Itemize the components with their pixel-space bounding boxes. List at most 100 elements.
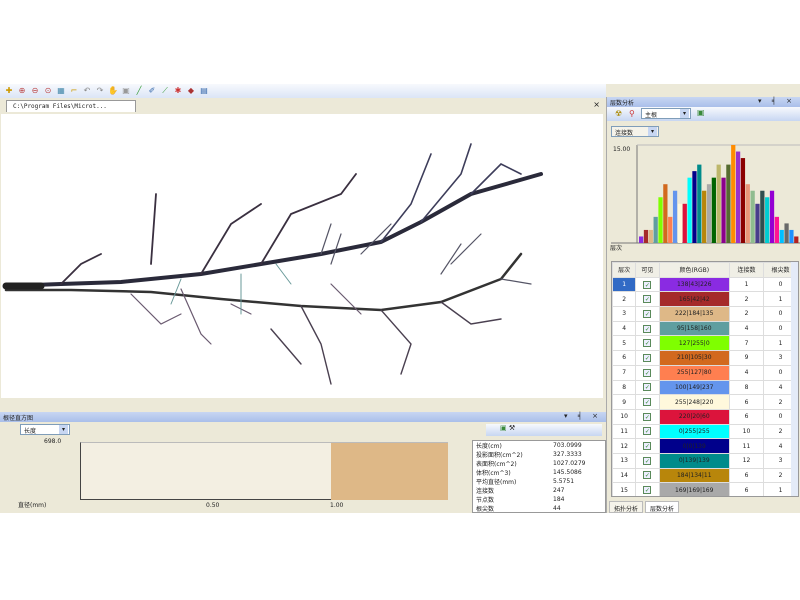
color-cell[interactable]: 100|149|237 — [658, 379, 730, 396]
color-cell[interactable]: 220|20|60 — [658, 408, 730, 425]
color-cell[interactable]: 0|255|255 — [658, 423, 730, 440]
draw-line-icon[interactable]: ╱ — [136, 86, 142, 95]
table-row[interactable]: 11 ✓ 0|255|255 10 2 — [612, 423, 798, 440]
color-cell[interactable]: 255|127|80 — [658, 364, 730, 381]
color-cell[interactable]: 222|184|135 — [658, 306, 730, 322]
visible-checkbox[interactable]: ✓ — [643, 486, 652, 495]
root-tip-icon[interactable]: ✱ — [174, 86, 182, 95]
color-cell[interactable]: 165|42|42 — [658, 291, 730, 308]
color-cell[interactable]: 0|139|139 — [658, 452, 730, 469]
close-document-icon[interactable]: × — [593, 100, 600, 109]
pin-icon[interactable]: ⚲ — [629, 109, 635, 118]
column-header[interactable]: 连接数 — [728, 262, 764, 278]
table-row[interactable]: 1 ✓ 138|43|226 1 0 — [612, 276, 798, 293]
visible-cell[interactable]: ✓ — [635, 335, 660, 352]
visible-cell[interactable]: ✓ — [635, 350, 660, 366]
table-row[interactable]: 4 ✓ 95|158|160 4 0 — [612, 320, 798, 337]
table-row[interactable]: 15 ✓ 169|169|169 6 1 — [612, 482, 798, 496]
export-icon[interactable]: ▣ — [697, 108, 705, 117]
visible-checkbox[interactable]: ✓ — [643, 398, 652, 407]
color-cell[interactable]: 255|248|220 — [658, 394, 730, 410]
visible-cell[interactable]: ✓ — [635, 276, 660, 293]
table-row[interactable]: 7 ✓ 255|127|80 4 0 — [612, 364, 798, 381]
table-row[interactable]: 14 ✓ 184|134|11 6 2 — [612, 467, 798, 484]
visible-checkbox[interactable]: ✓ — [643, 456, 652, 465]
visible-cell[interactable]: ✓ — [635, 408, 660, 425]
table-row[interactable]: 3 ✓ 222|184|135 2 0 — [612, 306, 798, 322]
zoom-in-icon[interactable]: ⊕ — [18, 86, 26, 95]
document-tab[interactable]: C:\Program Files\Microt... — [6, 100, 136, 112]
visible-checkbox[interactable]: ✓ — [643, 280, 652, 289]
tab-topology-analysis[interactable]: 拓扑分析 — [609, 501, 644, 513]
visible-checkbox[interactable]: ✓ — [643, 339, 652, 348]
column-header[interactable]: 可见 — [635, 262, 660, 278]
visible-cell[interactable]: ✓ — [635, 306, 660, 322]
visible-checkbox[interactable]: ✓ — [643, 442, 652, 451]
table-row[interactable]: 9 ✓ 255|248|220 6 2 — [612, 394, 798, 410]
color-cell[interactable]: 0|0|139 — [658, 438, 730, 454]
visible-cell[interactable]: ✓ — [635, 394, 660, 410]
color-cell[interactable]: 95|158|160 — [658, 320, 730, 337]
save-icon[interactable]: ▤ — [200, 86, 208, 95]
column-header[interactable]: 根尖数 — [762, 262, 798, 278]
pan-icon[interactable]: ✋ — [108, 86, 118, 95]
radiation-icon[interactable]: ☢ — [615, 109, 623, 118]
table-row[interactable]: 13 ✓ 0|139|139 12 3 — [612, 452, 798, 469]
measure-dropdown[interactable]: 长度 ▾ — [20, 424, 70, 435]
color-cell[interactable]: 169|169|169 — [658, 482, 730, 496]
stats-list[interactable]: 长度(cm) 703.0999 投影面积(cm^2) 327.3333 表面积(cm^2… — [472, 440, 606, 513]
column-header[interactable]: 层次 — [612, 262, 637, 278]
open-icon[interactable]: ✚ — [5, 86, 13, 95]
visible-cell[interactable]: ✓ — [635, 423, 660, 440]
redo-icon[interactable]: ↷ — [96, 86, 104, 95]
export-icon[interactable]: ▣ — [500, 424, 507, 432]
table-row[interactable]: 6 ✓ 210|105|30 9 3 — [612, 350, 798, 366]
settings-icon[interactable]: ⚒ — [508, 424, 516, 432]
color-cell[interactable]: 127|255|0 — [658, 335, 730, 352]
table-row[interactable]: 12 ✓ 0|0|139 11 4 — [612, 438, 798, 454]
color-cell[interactable]: 184|134|11 — [658, 467, 730, 484]
visible-checkbox[interactable]: ✓ — [643, 412, 652, 421]
zoom-fit-icon[interactable]: ⊙ — [44, 86, 52, 95]
visible-cell[interactable]: ✓ — [635, 320, 660, 337]
panel-controls[interactable]: ▾ ╡ × — [563, 412, 602, 420]
draw-branch-icon[interactable]: ✐ — [148, 86, 156, 95]
zoom-out-icon[interactable]: ⊖ — [31, 86, 39, 95]
chart-bar — [765, 197, 770, 243]
select-icon[interactable]: ⌐ — [70, 86, 78, 95]
paint-icon[interactable]: ◆ — [187, 86, 195, 95]
color-cell[interactable]: 138|43|226 — [658, 276, 730, 293]
disabled-icon[interactable]: ▣ — [122, 86, 130, 95]
visible-checkbox[interactable]: ✓ — [643, 427, 652, 436]
table-row[interactable]: 8 ✓ 100|149|237 8 4 — [612, 379, 798, 396]
root-image-canvas[interactable] — [1, 114, 603, 398]
visible-checkbox[interactable]: ✓ — [643, 309, 652, 318]
layer-table[interactable]: 层次 可见 颜色(RGB) 连接数 根尖数 1 ✓ 138|43|226 1 0 2 ✓ 165|42|… — [611, 261, 799, 497]
visible-cell[interactable]: ✓ — [635, 438, 660, 454]
tab-layer-analysis[interactable]: 层数分析 — [645, 501, 680, 513]
visible-cell[interactable]: ✓ — [635, 452, 660, 469]
table-row[interactable]: 5 ✓ 127|255|0 7 1 — [612, 335, 798, 352]
visible-checkbox[interactable]: ✓ — [643, 383, 652, 392]
visible-checkbox[interactable]: ✓ — [643, 353, 652, 362]
visible-checkbox[interactable]: ✓ — [643, 324, 652, 333]
visible-checkbox[interactable]: ✓ — [643, 471, 652, 480]
visible-cell[interactable]: ✓ — [635, 379, 660, 396]
visible-checkbox[interactable]: ✓ — [643, 295, 652, 304]
grid-icon[interactable]: ▦ — [57, 86, 65, 95]
undo-icon[interactable]: ↶ — [83, 86, 91, 95]
table-row[interactable]: 2 ✓ 165|42|42 2 1 — [612, 291, 798, 308]
visible-cell[interactable]: ✓ — [635, 467, 660, 484]
panel-controls[interactable]: ▾ ╡ × — [757, 97, 796, 105]
visible-checkbox[interactable]: ✓ — [643, 368, 652, 377]
connect-icon[interactable]: ⟋ — [162, 86, 168, 95]
visible-cell[interactable]: ✓ — [635, 364, 660, 381]
table-row[interactable]: 10 ✓ 220|20|60 6 0 — [612, 408, 798, 425]
column-header[interactable]: 颜色(RGB) — [658, 262, 730, 278]
visible-cell[interactable]: ✓ — [635, 482, 660, 496]
vertical-scrollbar[interactable] — [791, 262, 798, 496]
root-dropdown[interactable]: 主根 ▾ — [641, 108, 691, 119]
visible-cell[interactable]: ✓ — [635, 291, 660, 308]
metric-dropdown[interactable]: 连接数 ▾ — [611, 126, 659, 137]
color-cell[interactable]: 210|105|30 — [658, 350, 730, 366]
